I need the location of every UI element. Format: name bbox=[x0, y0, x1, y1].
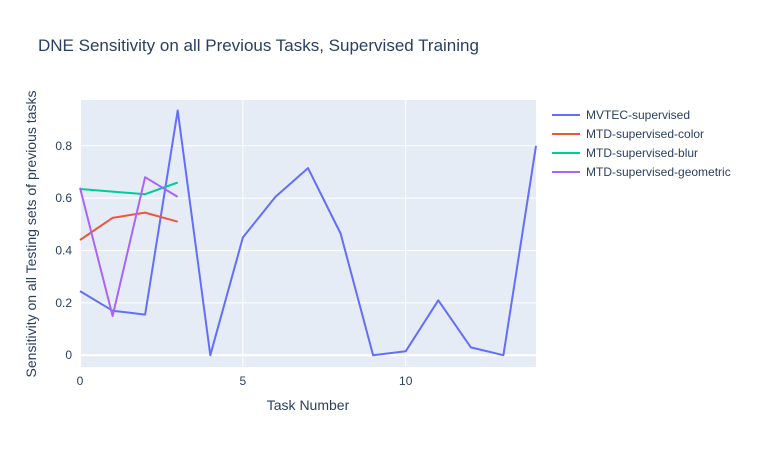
chart-title: DNE Sensitivity on all Previous Tasks, S… bbox=[38, 36, 479, 55]
y-tick-label: 0.6 bbox=[55, 191, 72, 205]
y-tick-label: 0.4 bbox=[55, 244, 72, 258]
legend-label: MTD-supervised-color bbox=[586, 127, 704, 141]
y-tick-label: 0 bbox=[65, 348, 72, 362]
series-line-mtd-supervised-blur bbox=[79, 181, 179, 196]
legend-label: MVTEC-supervised bbox=[586, 108, 690, 122]
y-tick-label: 0.2 bbox=[55, 296, 72, 310]
series-line-mtd-supervised-geometric bbox=[79, 176, 179, 317]
legend: MVTEC-supervised MTD-supervised-color MTD-… bbox=[552, 108, 731, 179]
y-tick-label: 0.8 bbox=[55, 139, 72, 153]
legend-label: MTD-supervised-geometric bbox=[586, 165, 731, 179]
tick-labels: 0 0.2 0.4 0.6 0.8 0 5 10 bbox=[55, 139, 412, 388]
x-tick-label: 10 bbox=[399, 374, 413, 388]
series-lines bbox=[79, 109, 537, 357]
y-axis-title: Sensitivity on all Testing sets of previ… bbox=[23, 91, 39, 378]
x-axis-title: Task Number bbox=[267, 397, 350, 413]
series-line-mtd-supervised-color bbox=[79, 211, 178, 241]
plot-area bbox=[80, 100, 536, 367]
legend-label: MTD-supervised-blur bbox=[586, 146, 698, 160]
series-line-mvtec-supervised bbox=[79, 109, 537, 357]
x-tick-label: 0 bbox=[77, 374, 84, 388]
x-tick-label: 5 bbox=[240, 374, 247, 388]
